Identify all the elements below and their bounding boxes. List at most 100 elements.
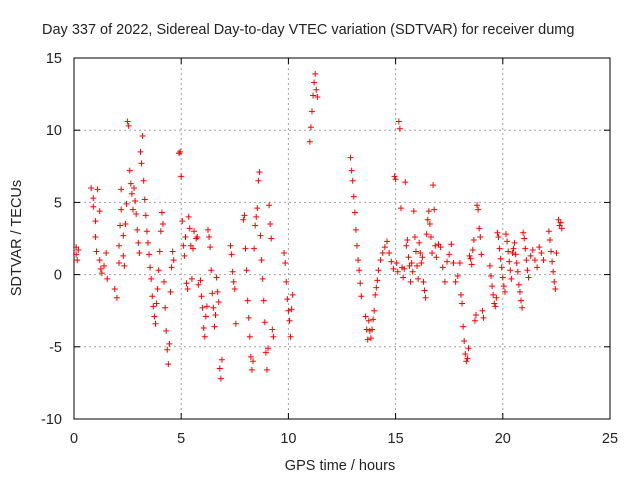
- data-point: [168, 264, 175, 271]
- data-point: [313, 86, 320, 93]
- data-point: [189, 245, 196, 252]
- data-point: [416, 239, 423, 246]
- data-point: [155, 267, 162, 274]
- data-point: [156, 248, 163, 255]
- data-point: [437, 244, 444, 251]
- data-point: [159, 221, 166, 228]
- data-point: [131, 184, 138, 191]
- data-point: [506, 258, 513, 265]
- data-point: [425, 208, 432, 215]
- data-point: [263, 366, 270, 373]
- data-point: [417, 249, 424, 256]
- data-point: [129, 206, 136, 213]
- data-point: [74, 257, 81, 264]
- data-point: [125, 122, 132, 129]
- data-point: [534, 264, 541, 271]
- data-point: [153, 300, 160, 307]
- y-tick-label: 15: [46, 51, 62, 67]
- data-point: [92, 234, 99, 241]
- data-point: [513, 260, 520, 267]
- data-point: [286, 317, 293, 324]
- data-point: [461, 338, 468, 345]
- data-point: [266, 202, 273, 209]
- data-point: [268, 235, 275, 242]
- data-point: [201, 333, 208, 340]
- data-point: [142, 212, 149, 219]
- data-point: [210, 304, 217, 311]
- data-point: [362, 313, 369, 320]
- data-point: [448, 241, 455, 248]
- data-point: [206, 234, 213, 241]
- data-point: [191, 228, 198, 235]
- data-point: [118, 206, 125, 213]
- data-point: [252, 222, 259, 229]
- y-tick-label: 0: [54, 268, 62, 284]
- data-point: [216, 365, 223, 372]
- data-point: [310, 92, 317, 99]
- x-tick-label: 15: [388, 431, 404, 447]
- data-point: [477, 234, 484, 241]
- data-point: [412, 248, 419, 255]
- data-point: [167, 288, 174, 295]
- data-point: [507, 267, 514, 274]
- data-point: [256, 169, 263, 176]
- data-point: [384, 238, 391, 245]
- data-point: [126, 167, 133, 174]
- data-point: [457, 291, 464, 298]
- data-point: [259, 275, 266, 282]
- data-point: [178, 173, 185, 180]
- data-point: [215, 299, 222, 306]
- data-point: [98, 270, 105, 277]
- x-tick-label: 5: [177, 431, 185, 447]
- data-point: [405, 254, 412, 261]
- data-point: [377, 257, 384, 264]
- data-point: [255, 177, 262, 184]
- data-point: [136, 249, 143, 256]
- data-point: [253, 213, 260, 220]
- data-point: [207, 244, 214, 251]
- data-point: [465, 345, 472, 352]
- data-point: [287, 333, 294, 340]
- data-point: [400, 274, 407, 281]
- x-axis-label: GPS time / hours: [285, 458, 395, 474]
- data-point: [265, 345, 272, 352]
- data-point: [470, 236, 477, 243]
- data-point: [511, 239, 518, 246]
- data-point: [505, 248, 512, 255]
- data-point: [393, 260, 400, 267]
- data-point: [420, 278, 427, 285]
- data-point: [231, 286, 238, 293]
- data-point: [536, 244, 543, 251]
- data-point: [553, 249, 560, 256]
- data-point: [538, 249, 545, 256]
- data-point: [381, 244, 388, 251]
- data-point: [90, 195, 97, 202]
- data-point: [163, 327, 170, 334]
- data-point: [137, 148, 144, 155]
- data-point: [152, 320, 159, 327]
- data-point: [441, 278, 448, 285]
- chart-title: Day 337 of 2022, Sidereal Day-to-day VTE…: [42, 22, 574, 38]
- plot-frame: [73, 57, 611, 420]
- data-point: [162, 304, 169, 311]
- data-point: [139, 132, 146, 139]
- data-point: [183, 280, 190, 287]
- data-point: [202, 313, 209, 320]
- data-point: [116, 242, 123, 249]
- data-point: [422, 294, 429, 301]
- data-point: [240, 216, 247, 223]
- data-point: [514, 268, 521, 275]
- data-point: [165, 361, 172, 368]
- data-point: [529, 247, 536, 254]
- x-tick-label: 10: [280, 431, 296, 447]
- data-point: [284, 296, 291, 303]
- data-point: [512, 251, 519, 258]
- data-point: [132, 197, 139, 204]
- data-point: [184, 286, 191, 293]
- data-point: [486, 262, 493, 269]
- data-point: [473, 312, 479, 319]
- data-point: [444, 258, 451, 265]
- data-point: [211, 323, 218, 330]
- data-point: [177, 148, 184, 155]
- data-point: [463, 358, 470, 365]
